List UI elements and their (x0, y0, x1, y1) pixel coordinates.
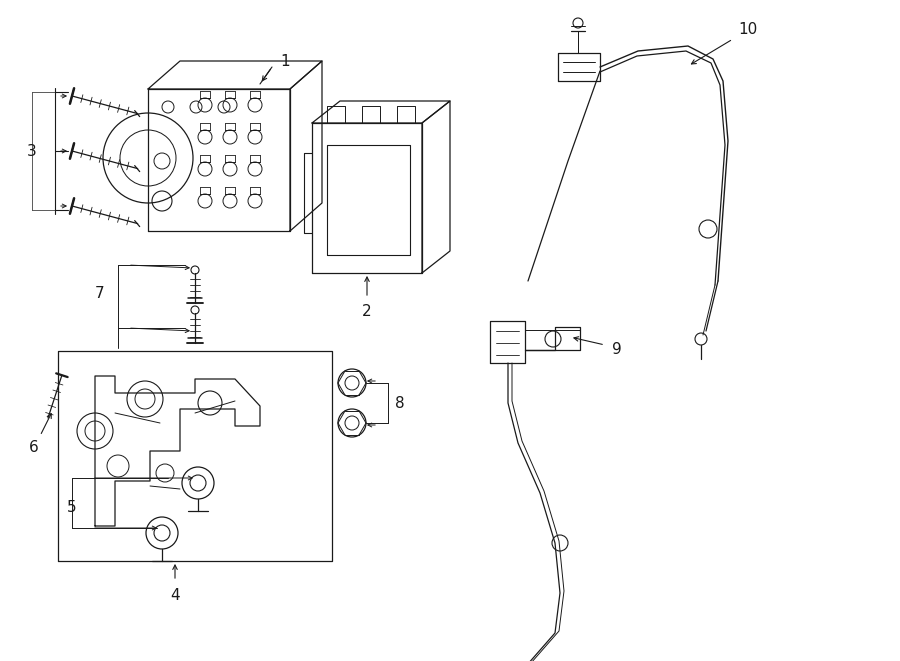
Text: 7: 7 (95, 286, 104, 301)
Text: 6: 6 (29, 440, 39, 455)
Text: 8: 8 (395, 395, 405, 410)
Text: 2: 2 (362, 303, 372, 319)
Text: 1: 1 (280, 54, 290, 69)
Text: 9: 9 (612, 342, 622, 356)
Text: 5: 5 (68, 500, 76, 516)
Text: 10: 10 (738, 22, 758, 36)
Text: 4: 4 (170, 588, 180, 603)
Text: 3: 3 (27, 143, 37, 159)
